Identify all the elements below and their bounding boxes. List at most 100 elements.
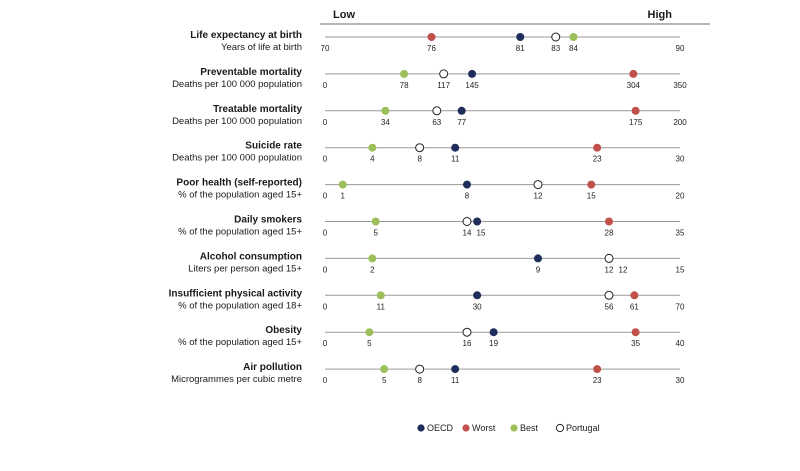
indicator-unit: Years of life at birth	[221, 42, 302, 53]
indicator-row: Poor health (self-reported)% of the popu…	[176, 178, 685, 201]
legend-item-best: Best	[510, 423, 539, 433]
value-label: 78	[400, 81, 409, 90]
value-label: 14	[463, 229, 472, 238]
indicator-unit: Deaths per 100 000 population	[172, 79, 302, 90]
indicator-title: Preventable mortality	[200, 67, 302, 78]
value-label: 28	[605, 229, 614, 238]
axis-max-label: 200	[673, 118, 687, 127]
value-label: 15	[477, 229, 486, 238]
value-label: 2	[370, 265, 375, 274]
indicator-unit: % of the population aged 15+	[178, 227, 302, 238]
portugal-marker	[432, 106, 442, 116]
legend: OECD Worst Best Portugal	[417, 423, 600, 433]
worst-marker	[630, 291, 639, 300]
axis-max-label: 20	[676, 192, 685, 201]
axis-min-label: 70	[321, 44, 330, 53]
portugal-marker	[462, 327, 472, 337]
value-label: 175	[629, 118, 643, 127]
value-label: 8	[417, 155, 422, 164]
value-label: 12	[605, 265, 614, 274]
best-marker	[368, 254, 377, 263]
axis-max-label: 40	[676, 339, 685, 348]
indicator-title: Alcohol consumption	[200, 251, 302, 262]
best-marker	[376, 291, 385, 300]
value-label: 19	[489, 339, 498, 348]
value-label: 5	[382, 376, 387, 385]
value-label: 34	[381, 118, 390, 127]
indicator-unit: % of the population aged 15+	[178, 190, 302, 201]
oecd-marker	[516, 33, 525, 41]
value-label: 11	[451, 155, 460, 164]
worst-marker	[631, 106, 640, 115]
portugal-marker	[462, 217, 472, 226]
value-label: 83	[551, 44, 560, 53]
value-label: 12	[534, 192, 543, 201]
value-label: 145	[465, 81, 479, 90]
axis-min-label: 0	[323, 376, 328, 385]
value-label: 15	[587, 192, 596, 201]
oecd-marker	[468, 69, 477, 78]
high-header: High	[648, 9, 673, 21]
axis-min-label: 0	[323, 265, 328, 274]
oecd-marker	[473, 291, 482, 300]
axis-max-label: 15	[676, 265, 685, 274]
best-marker	[381, 106, 390, 115]
value-label: 56	[605, 302, 614, 311]
axis-min-label: 0	[323, 192, 328, 201]
value-label: 63	[432, 118, 441, 127]
best-marker	[338, 180, 347, 189]
indicator-title: Insufficient physical activity	[169, 288, 303, 299]
legend-swatch	[417, 424, 425, 432]
oecd-marker	[473, 217, 482, 226]
indicator-title: Air pollution	[243, 362, 302, 373]
best-marker	[400, 69, 409, 78]
portugal-marker	[604, 290, 614, 300]
portugal-marker	[604, 253, 614, 263]
indicator-row: Insufficient physical activity% of the p…	[169, 288, 685, 311]
axis-min-label: 0	[323, 81, 328, 90]
value-label: 30	[473, 302, 482, 311]
value-label: 84	[569, 44, 578, 53]
low-header: Low	[333, 9, 355, 21]
value-label: 11	[451, 376, 460, 385]
axis-max-label: 90	[676, 44, 685, 53]
axis-min-label: 0	[323, 118, 328, 127]
value-label: 23	[593, 376, 602, 385]
indicator-row: Daily smokers% of the population aged 15…	[178, 215, 685, 238]
value-label: 117	[437, 81, 450, 90]
value-label: 35	[631, 339, 640, 348]
value-label: 1	[341, 192, 346, 201]
value-label: 5	[373, 229, 378, 238]
value-label: 8	[465, 192, 470, 201]
indicator-title: Daily smokers	[234, 215, 302, 226]
worst-marker	[629, 69, 638, 78]
value-label: 304	[627, 81, 641, 90]
oecd-marker	[463, 180, 471, 189]
axis-min-label: 0	[323, 302, 328, 311]
indicator-unit: Microgrammes per cubic metre	[171, 374, 302, 385]
best-marker	[368, 143, 377, 152]
legend-label: OECD	[427, 423, 454, 433]
value-label: 16	[463, 339, 472, 348]
worst-marker	[605, 217, 613, 226]
portugal-marker	[439, 69, 449, 79]
indicator-row: Obesity% of the population aged 15+ 0 40 5 1…	[178, 325, 685, 348]
portugal-marker	[415, 143, 425, 153]
legend-label: Best	[520, 423, 539, 433]
indicator-unit: Liters per person aged 15+	[188, 263, 302, 274]
value-label: 81	[516, 44, 525, 53]
portugal-marker	[551, 32, 561, 42]
indicator-unit: Deaths per 100 000 population	[172, 153, 302, 164]
worst-marker	[593, 365, 602, 374]
legend-swatch	[510, 424, 518, 432]
indicator-unit: % of the population aged 18+	[178, 300, 302, 311]
legend-swatch	[555, 423, 565, 433]
oecd-marker	[451, 365, 460, 374]
axis-max-label: 350	[673, 81, 687, 90]
worst-marker	[593, 143, 602, 152]
worst-marker	[631, 328, 640, 337]
